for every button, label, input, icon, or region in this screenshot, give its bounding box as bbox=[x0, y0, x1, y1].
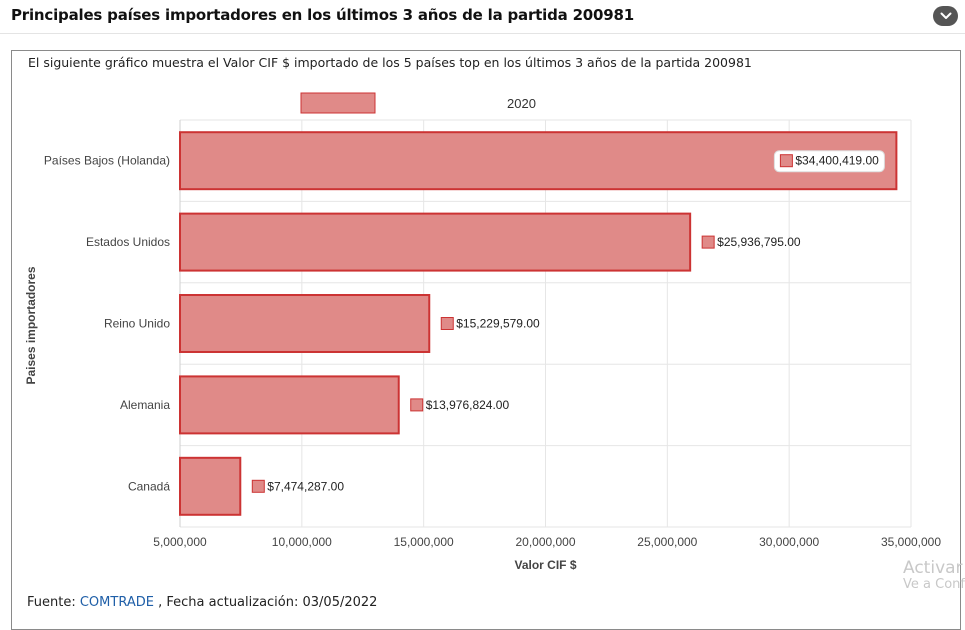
x-axis-title: Valor CIF $ bbox=[514, 558, 576, 572]
footer-prefix: Fuente: bbox=[27, 595, 76, 610]
data-label: $7,474,287.00 bbox=[267, 479, 344, 493]
data-label: $15,229,579.00 bbox=[456, 317, 540, 331]
x-tick-label: 30,000,000 bbox=[759, 535, 819, 549]
category-label: Países Bajos (Holanda) bbox=[44, 154, 170, 168]
collapse-button[interactable] bbox=[933, 6, 958, 26]
data-label-background bbox=[773, 150, 885, 173]
category-label: Canadá bbox=[128, 479, 170, 493]
category-label: Reino Unido bbox=[104, 317, 170, 331]
chevron-down-icon bbox=[940, 12, 951, 19]
x-tick-label: 15,000,000 bbox=[394, 535, 454, 549]
update-date: , Fecha actualización: 03/05/2022 bbox=[158, 595, 378, 610]
activation-watermark: Activar Ve a Conf bbox=[903, 558, 965, 592]
bar bbox=[179, 294, 431, 353]
x-tick-label: 35,000,000 bbox=[881, 535, 941, 549]
data-label: $25,936,795.00 bbox=[717, 235, 801, 249]
data-label-swatch bbox=[701, 235, 715, 249]
source-link[interactable]: COMTRADE bbox=[79, 595, 154, 610]
section-title: Principales países importadores en los ú… bbox=[11, 6, 634, 24]
category-label: Alemania bbox=[120, 398, 170, 412]
x-tick-label: 20,000,000 bbox=[515, 535, 575, 549]
bar-chart: 5,000,000 10,000,000 15,000,000 20,000,000 2… bbox=[24, 92, 941, 572]
data-label: $34,400,419.00 bbox=[795, 154, 879, 168]
chart-description: El siguiente gráfico muestra el Valor CI… bbox=[28, 55, 752, 70]
legend-swatch bbox=[300, 92, 376, 114]
watermark-line-2: Ve a Conf bbox=[903, 576, 965, 592]
bar bbox=[179, 456, 242, 516]
category-label: Estados Unidos bbox=[86, 235, 170, 249]
data-label-swatch bbox=[440, 317, 454, 330]
data-label: $13,976,824.00 bbox=[426, 398, 510, 412]
watermark-line-1: Activar bbox=[903, 558, 963, 578]
section-header: Principales países importadores en los ú… bbox=[0, 0, 965, 34]
y-axis-title: Paises importadores bbox=[24, 266, 38, 384]
data-label-swatch bbox=[779, 154, 793, 168]
x-tick-label: 10,000,000 bbox=[272, 535, 332, 549]
footer: Fuente: COMTRADE , Fecha actualización: … bbox=[27, 595, 377, 610]
legend-label: 2020 bbox=[507, 96, 536, 111]
x-tick-label: 25,000,000 bbox=[637, 535, 697, 549]
x-tick-label: 5,000,000 bbox=[153, 535, 207, 549]
bar bbox=[179, 212, 692, 272]
bar bbox=[179, 375, 400, 435]
data-label-swatch bbox=[410, 398, 424, 412]
data-label-swatch bbox=[251, 479, 265, 493]
